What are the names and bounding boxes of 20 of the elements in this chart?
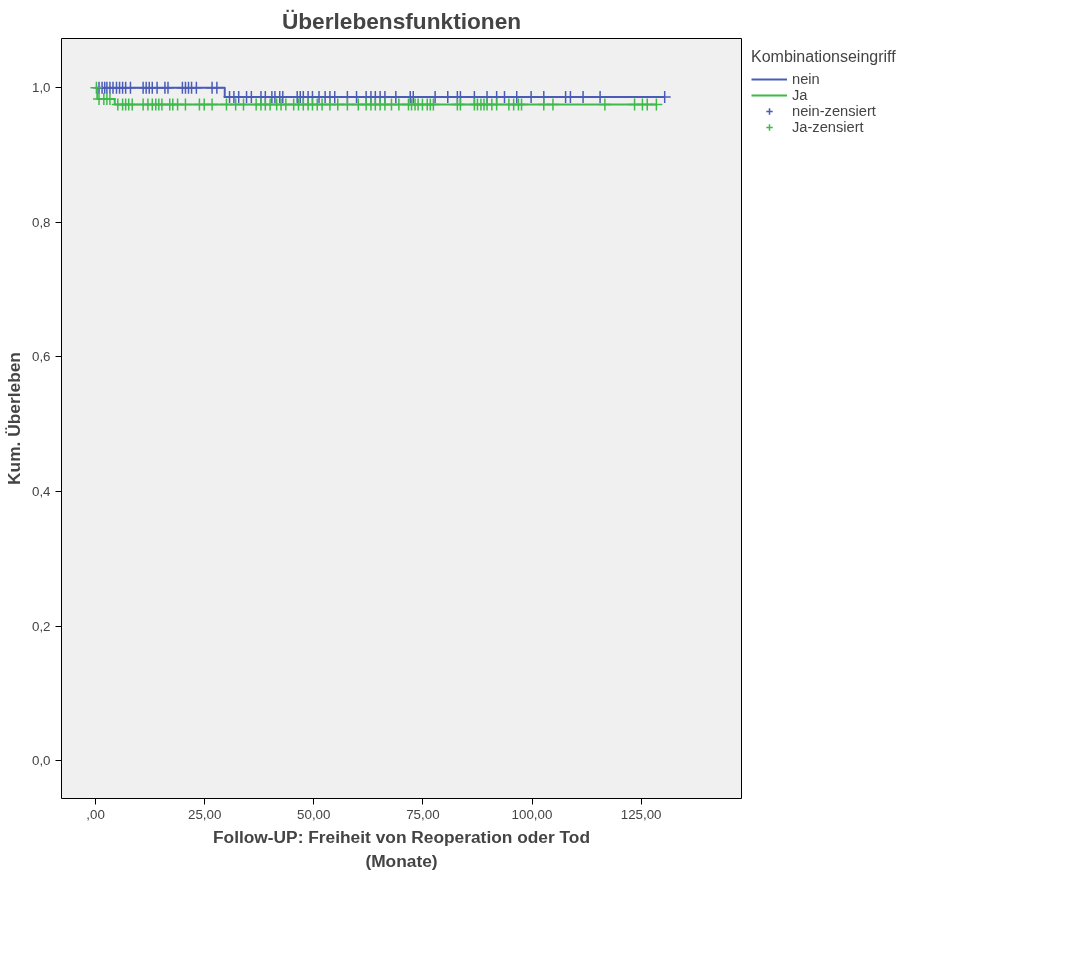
- y-tick-label: 1,0: [31, 80, 51, 96]
- x-axis-title: Follow-UP: Freiheit von Reoperation oder Tod (Monate): [212, 826, 591, 871]
- x-tick-label: 50,00: [297, 806, 331, 822]
- legend-label: nein: [792, 71, 820, 87]
- x-tick-label: 25,00: [187, 806, 222, 822]
- y-tick-label: 0,8: [31, 214, 51, 230]
- legend-label: nein-zensiert: [792, 103, 876, 119]
- y-tick-label: 0,6: [31, 349, 51, 365]
- x-tick-label: ,00: [86, 806, 105, 822]
- y-tick-label: 0,2: [31, 618, 51, 634]
- y-tick-label: 0,4: [31, 484, 52, 500]
- y-tick-label: 0,0: [31, 753, 51, 769]
- x-tick-label: 125,00: [620, 806, 662, 822]
- chart-title: Überlebensfunktionen: [281, 7, 522, 34]
- y-axis-title: Kum. Überleben: [3, 352, 24, 485]
- legend-label: Ja: [792, 87, 809, 103]
- legend-label: Ja-zensiert: [792, 119, 864, 135]
- x-tick-label: 75,00: [406, 806, 440, 822]
- legend-title: Kombinationseingriff: [751, 48, 896, 66]
- x-tick-label: 100,00: [511, 806, 553, 822]
